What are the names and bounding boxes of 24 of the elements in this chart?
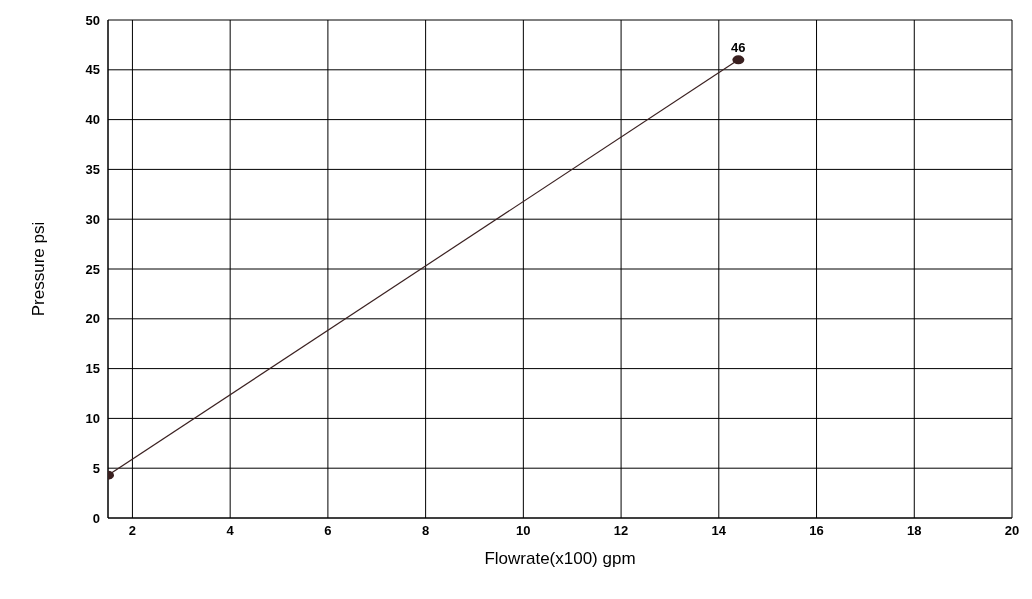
y-tick-label: 15: [85, 361, 100, 377]
y-tick-label: 40: [85, 112, 100, 128]
x-tick-label: 10: [516, 523, 531, 539]
x-tick-label: 4: [226, 523, 235, 539]
x-tick-label: 6: [324, 523, 332, 539]
y-tick-label: 30: [85, 211, 100, 227]
y-tick-label: 25: [85, 261, 100, 277]
x-tick-label: 12: [613, 523, 629, 539]
x-tick-label: 8: [422, 523, 430, 539]
x-tick-label: 2: [128, 523, 137, 539]
x-tick-label: 18: [907, 523, 922, 539]
y-tick-label: 5: [92, 460, 100, 476]
y-tick-label: 35: [85, 162, 100, 178]
x-tick-label: 16: [809, 523, 824, 539]
y-tick-label: 45: [85, 62, 100, 78]
y-tick-label: 10: [85, 411, 100, 427]
y-tick-label: 20: [85, 311, 100, 327]
y-axis-title: Pressure psi: [29, 221, 49, 317]
x-tick-label: 20: [1004, 523, 1020, 539]
x-tick-label: 14: [711, 523, 727, 539]
x-axis-title: Flowrate(x100) gpm: [484, 549, 636, 568]
y-tick-label: 50: [85, 12, 100, 28]
y-tick-label: 0: [92, 510, 100, 526]
data-label: 46: [731, 39, 746, 55]
